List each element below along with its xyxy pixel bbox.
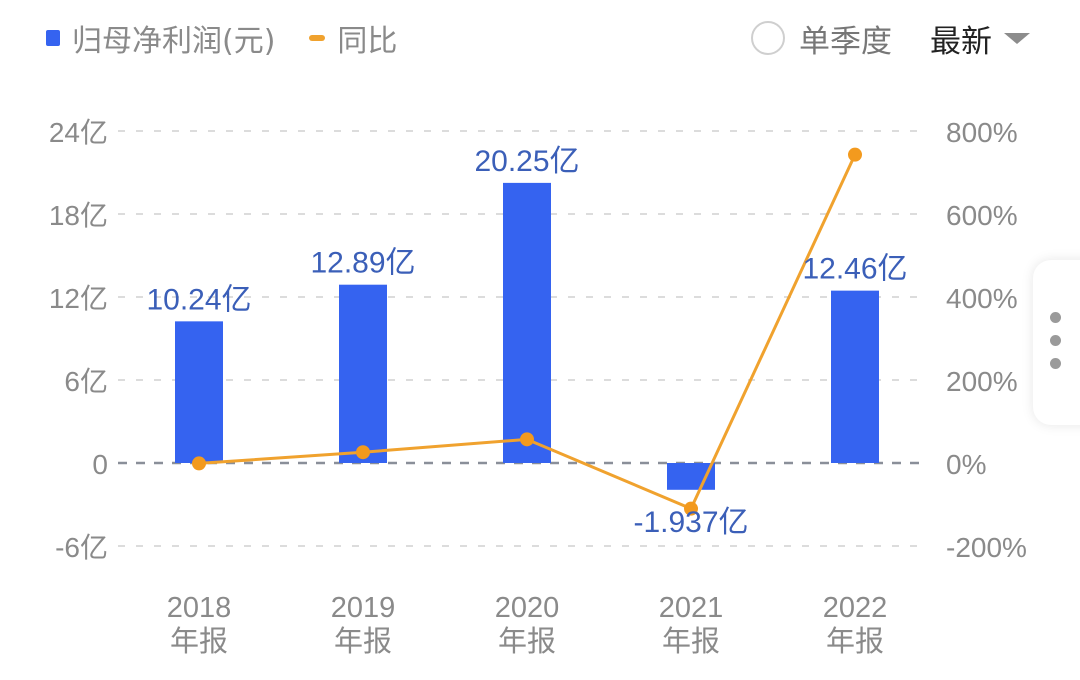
x-axis-period: 年报 [826,625,884,658]
bar-value-label: 10.24亿 [146,283,251,316]
x-axis-year: 2018 [167,592,232,624]
bar [667,463,715,490]
yoy-point [192,456,206,471]
bar [503,182,551,463]
yoy-point [520,432,534,447]
bar-value-label: 12.46亿 [802,253,907,286]
chevron-down-icon[interactable] [1004,32,1030,44]
more-dot-icon [1050,358,1061,369]
more-dot-icon [1050,312,1061,323]
yoy-point [848,147,862,162]
bar-value-label: -1.937亿 [633,506,748,539]
right-axis-tick: 600% [946,200,1018,231]
period-select[interactable]: 最新 [930,23,992,60]
x-axis-year: 2019 [331,592,396,624]
x-axis-period: 年报 [170,625,228,658]
right-axis-tick: 800% [946,117,1018,148]
x-axis-year: 2020 [495,592,560,624]
left-axis-tick: 0 [92,449,108,480]
right-axis-tick: 400% [946,283,1018,314]
legend-bar-swatch [46,30,60,46]
left-axis-tick: 24亿 [49,117,108,148]
x-axis-year: 2022 [823,592,888,624]
bar [831,290,879,463]
yoy-point [356,445,370,460]
right-axis-tick: 200% [946,366,1018,397]
quarterly-label[interactable]: 单季度 [799,23,892,60]
more-dot-icon [1050,335,1061,346]
legend-line-label[interactable]: 同比 [337,24,398,59]
bar-value-label: 20.25亿 [474,145,579,178]
x-axis-period: 年报 [334,625,392,658]
chart-controls: 单季度 最新 [751,14,1030,62]
quarterly-radio[interactable] [751,21,785,55]
yoy-point [684,501,698,516]
x-axis-period: 年报 [498,625,556,658]
bar [175,321,223,463]
more-options-handle[interactable] [1033,260,1080,425]
x-axis-year: 2021 [659,592,724,624]
legend-bar-label[interactable]: 归母净利润(元) [72,24,276,59]
left-axis-tick: -6亿 [55,532,108,563]
right-axis-tick: -200% [946,532,1027,563]
chart-legend: 归母净利润(元) 同比 [46,14,397,62]
left-axis-tick: 18亿 [49,200,108,231]
x-axis-period: 年报 [662,625,720,658]
left-axis-tick: 12亿 [49,283,108,314]
left-axis-tick: 6亿 [64,366,108,397]
bar [339,284,387,463]
legend-line-swatch [309,35,326,41]
right-axis-tick: 0% [946,449,986,480]
bar-value-label: 12.89亿 [310,247,415,280]
